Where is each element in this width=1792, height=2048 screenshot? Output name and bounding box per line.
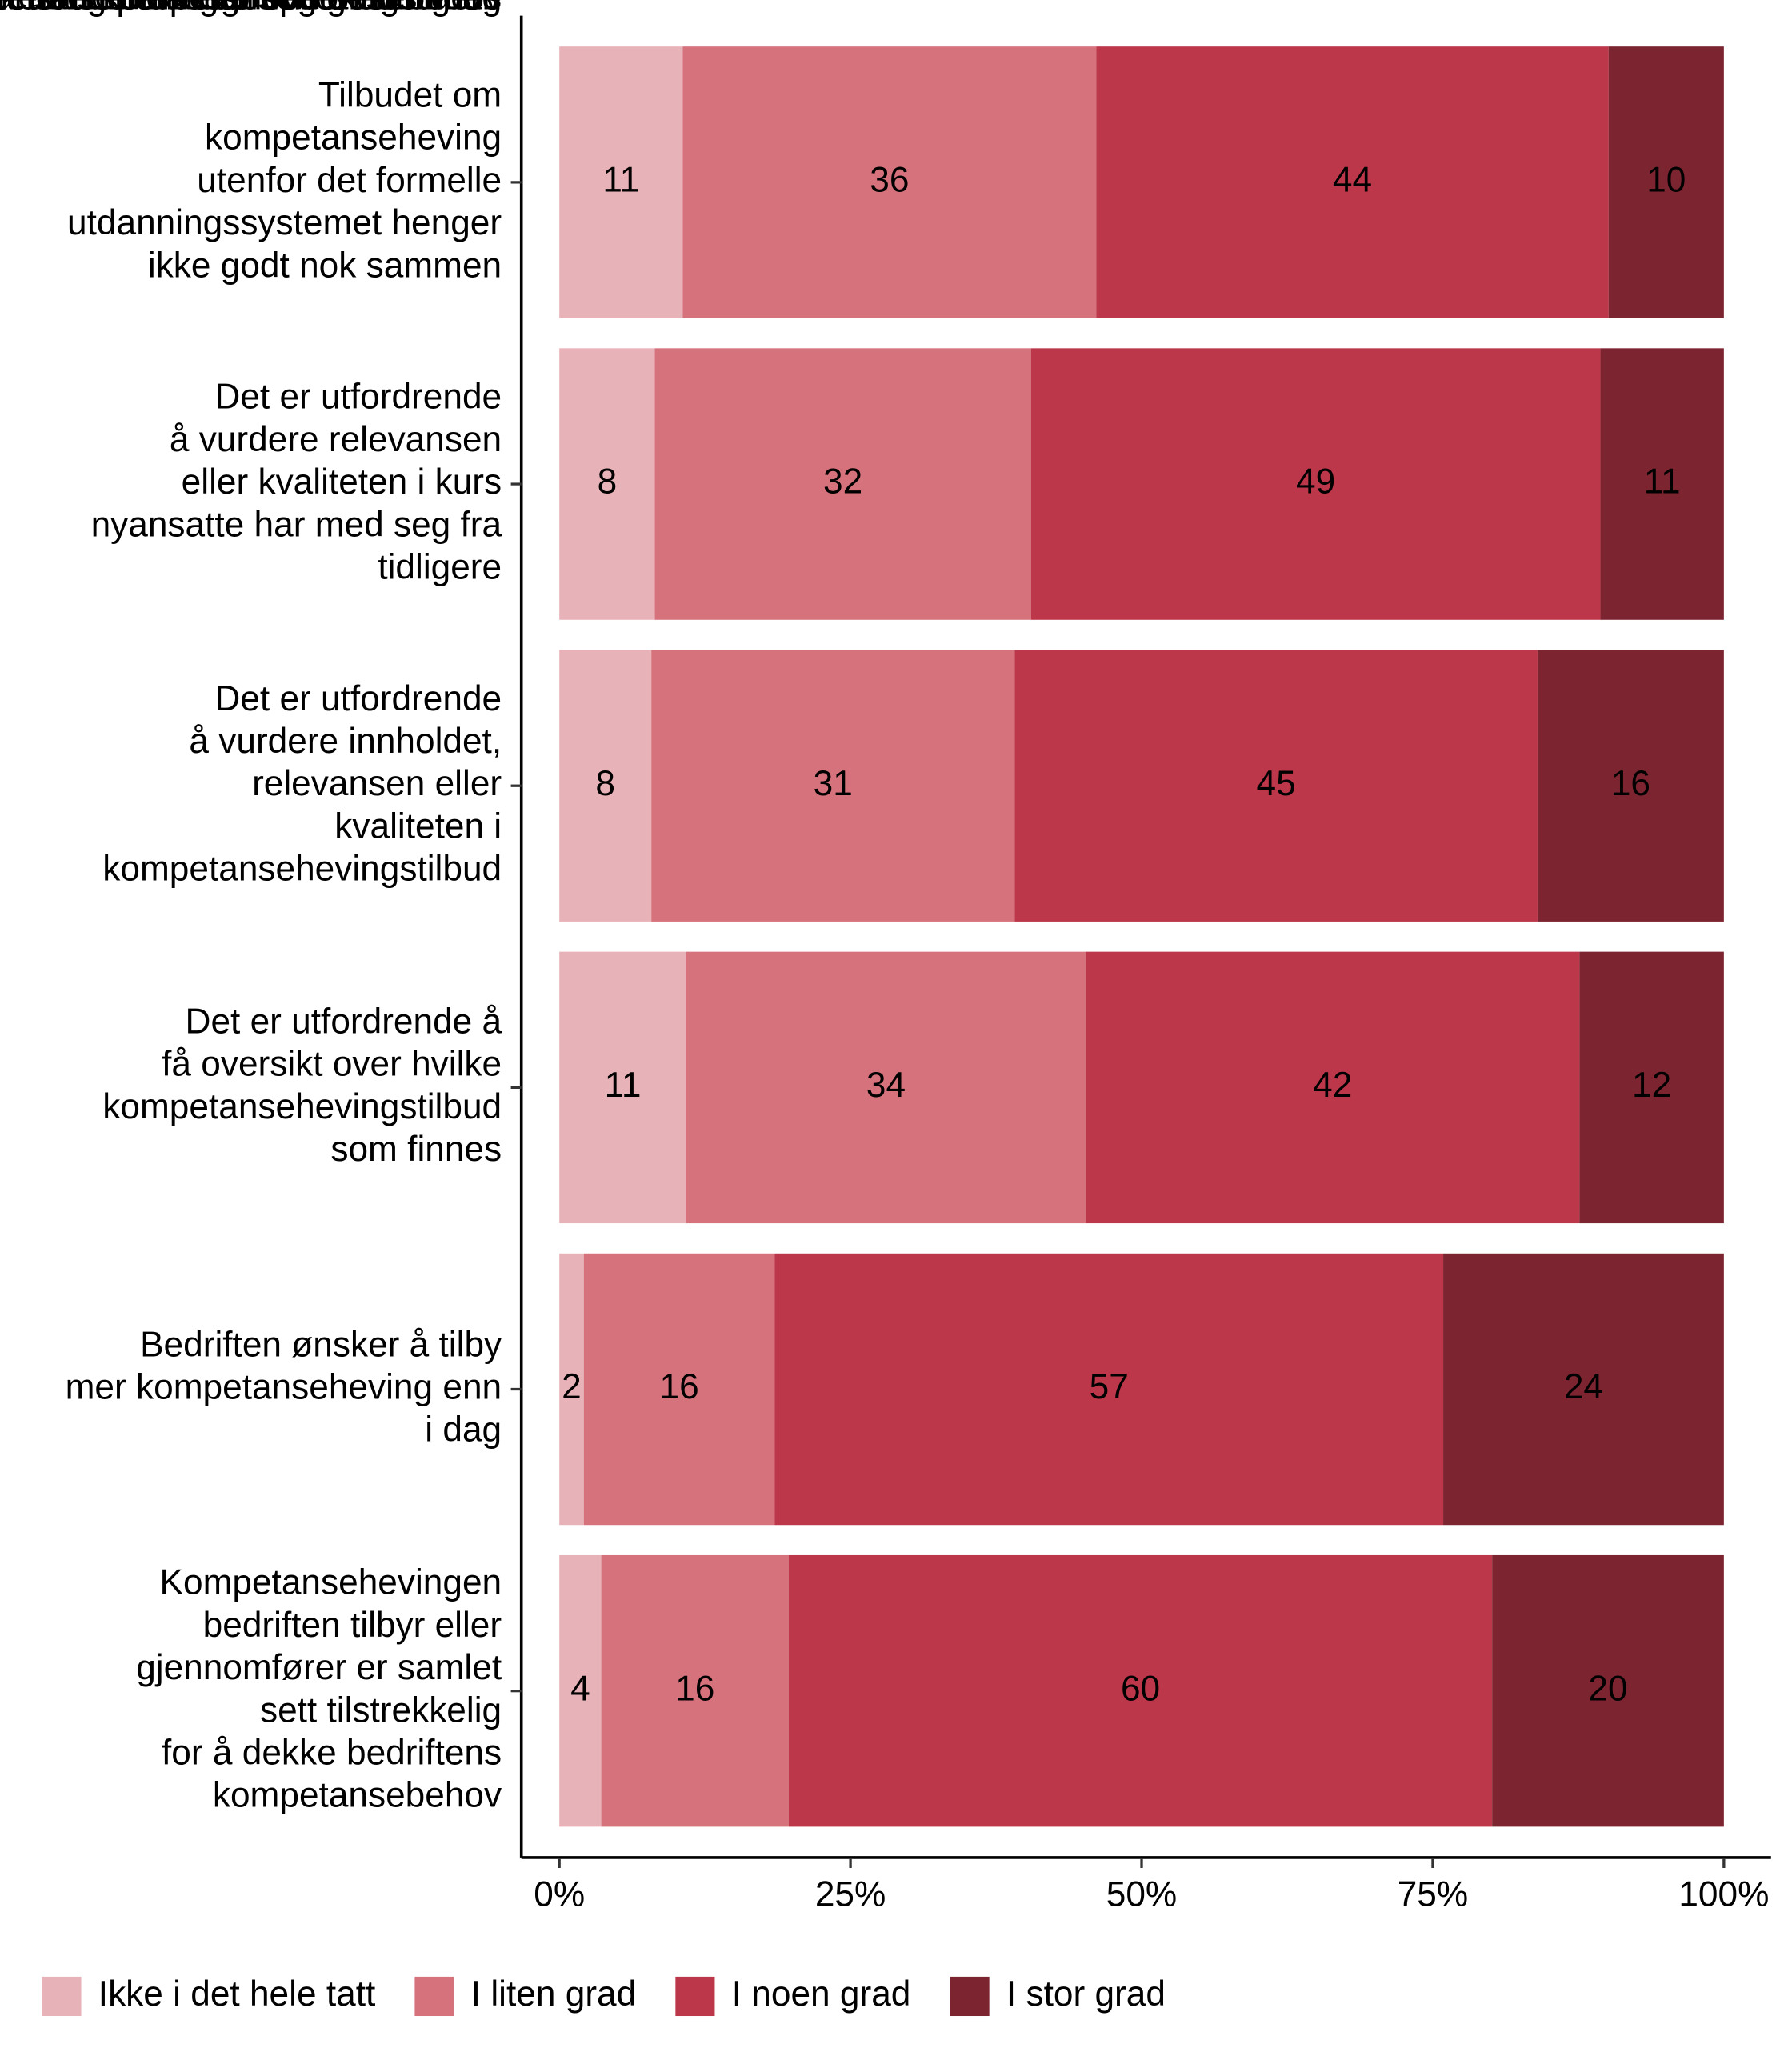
data-label: 12 [1632,1066,1671,1105]
bar-segment [1030,348,1601,620]
legend-swatch [675,1976,715,2017]
bar-segment [1608,46,1724,318]
data-label: 49 [1296,462,1335,502]
legend-label: Ikke i det hele tatt [98,1974,375,2014]
bar-segment [559,1253,584,1526]
bar-segment [601,1554,789,1827]
x-tick-label: 0% [534,1875,585,1914]
bar-segment [686,951,1086,1224]
data-label: 60 [1121,1669,1160,1708]
data-label: 24 [1564,1367,1603,1406]
bar-segment [559,348,655,620]
data-label: 16 [1611,764,1650,803]
bar-segment [1014,650,1538,922]
data-label: 31 [814,764,853,803]
x-tick-label: 25% [815,1875,886,1914]
bar-segment [1579,951,1724,1224]
x-tick-label: 100% [1678,1875,1769,1914]
data-label: 44 [1333,161,1372,200]
legend-swatch [950,1976,990,2017]
bar-segment [1492,1554,1724,1827]
legend-label: I stor grad [1006,1974,1166,2014]
bar-segment [774,1253,1444,1526]
bar-segment [788,1554,1493,1827]
bar-segment [583,1253,775,1526]
bar-segment [1600,348,1724,620]
bar-segment [654,348,1031,620]
data-label: 8 [598,462,618,502]
legend-swatch [42,1976,82,2017]
x-tick-label: 50% [1106,1875,1177,1914]
data-label: 4 [570,1669,590,1708]
legend-label: I noen grad [732,1974,911,2014]
legend-label: I liten grad [471,1974,636,2014]
data-label: 34 [866,1066,906,1105]
bar-segment [559,1554,602,1827]
bar-segment [1086,951,1580,1224]
data-label: 10 [1646,161,1686,200]
bar-segment [1443,1253,1724,1526]
data-label: 45 [1257,764,1296,803]
bar-segment [1537,650,1724,922]
data-label: 11 [602,161,639,200]
data-label: 11 [605,1066,642,1105]
data-label: 32 [823,462,862,502]
data-label: 20 [1588,1669,1627,1708]
bar-segment [559,46,683,318]
bar-segment [651,650,1015,922]
x-tick-label: 75% [1398,1875,1468,1914]
bar-segment [559,650,652,922]
legend-swatch [414,1976,454,2017]
data-label: 16 [675,1669,714,1708]
bar-segment [559,951,686,1224]
data-label: 16 [660,1367,699,1406]
bar-segment [1096,46,1609,318]
data-label: 8 [595,764,615,803]
data-label: 42 [1313,1066,1352,1105]
data-label: 2 [562,1367,582,1406]
data-label: 57 [1090,1367,1129,1406]
y-tick-label: Tilbudet om kompetanseheving utenfor det… [0,0,502,285]
data-label: 11 [1644,462,1681,502]
data-label: 36 [870,161,909,200]
bar-segment [682,46,1097,318]
